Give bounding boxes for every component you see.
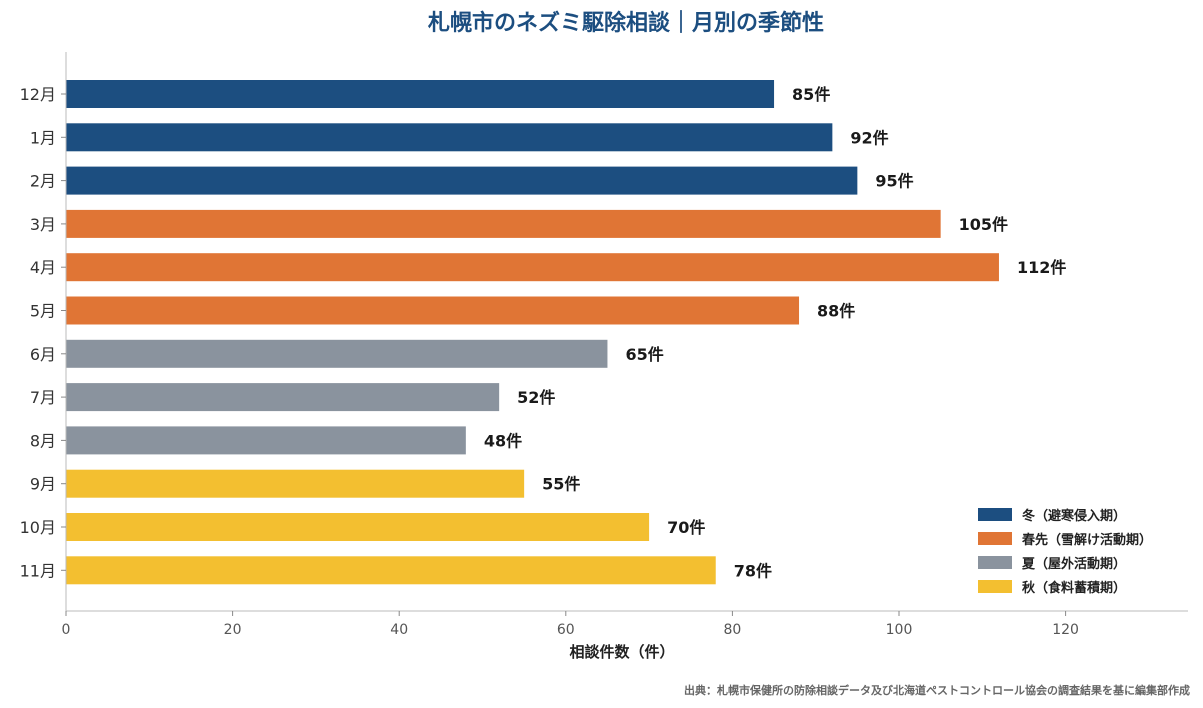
data-label-5: 112件 xyxy=(1017,258,1066,277)
data-label-7: 65件 xyxy=(625,345,663,364)
x-tick-label-0: 0 xyxy=(62,622,71,638)
y-tick-label-12: 11月 xyxy=(20,561,56,580)
data-label-1: 85件 xyxy=(792,85,830,104)
x-tick-label-6: 120 xyxy=(1052,622,1079,638)
bar-6 xyxy=(66,296,800,325)
y-tick-label-2: 1月 xyxy=(30,128,56,147)
bar-9 xyxy=(66,426,466,455)
data-label-6: 88件 xyxy=(817,302,855,321)
y-tick-label-10: 9月 xyxy=(30,475,56,494)
bar-2 xyxy=(66,123,833,152)
legend-swatch-3 xyxy=(978,556,1012,569)
bar-4 xyxy=(66,209,941,238)
y-tick-label-9: 8月 xyxy=(30,431,56,450)
bar-8 xyxy=(66,383,500,412)
data-label-8: 52件 xyxy=(517,388,555,407)
bar-10 xyxy=(66,469,525,498)
legend-label-2: 春先（雪解け活動期） xyxy=(1021,532,1152,548)
data-label-2: 92件 xyxy=(850,128,888,147)
x-tick-label-2: 40 xyxy=(390,622,408,638)
data-label-3: 95件 xyxy=(875,172,913,191)
ticks-layer: 12月 1月 2月 3月 4月 5月 6月 7月 8月 9月 10月 11月 0 20 40 60 80 100 1… xyxy=(20,85,1079,638)
y-tick-label-7: 6月 xyxy=(30,345,56,364)
bar-11 xyxy=(66,513,650,541)
x-axis-label: 相談件数（件） xyxy=(569,643,674,661)
bar-1 xyxy=(66,80,775,108)
legend-swatch-1 xyxy=(978,508,1012,521)
data-label-9: 48件 xyxy=(484,431,522,450)
legend-swatch-2 xyxy=(978,532,1012,545)
y-tick-label-8: 7月 xyxy=(30,388,56,407)
x-tick-label-1: 20 xyxy=(224,622,242,638)
chart-title: 札幌市のネズミ駆除相談｜月別の季節性 xyxy=(427,10,824,36)
bar-3 xyxy=(66,166,858,195)
y-tick-label-6: 5月 xyxy=(30,302,56,321)
data-label-11: 70件 xyxy=(667,518,705,537)
legend-label-1: 冬（避寒侵入期） xyxy=(1022,508,1126,524)
legend: 冬（避寒侵入期） 春先（雪解け活動期） 夏（屋外活動期） 秋（食料蓄積期） xyxy=(978,508,1152,596)
x-tick-label-3: 60 xyxy=(557,622,575,638)
y-tick-label-5: 4月 xyxy=(30,258,56,277)
y-tick-label-11: 10月 xyxy=(20,518,56,537)
bar-12 xyxy=(66,556,716,585)
bars-layer: 85件 92件 95件 105件 112件 88件 65件 52件 48件 55件 70件 78件 xyxy=(66,80,1066,585)
legend-label-3: 夏（屋外活動期） xyxy=(1021,556,1126,572)
legend-swatch-4 xyxy=(978,580,1012,593)
source-note: 出典：札幌市保健所の防除相談データ及び北海道ペストコントロール協会の調査結果を基… xyxy=(684,683,1190,697)
y-tick-label-4: 3月 xyxy=(30,215,56,234)
bar-7 xyxy=(66,339,608,368)
data-label-12: 78件 xyxy=(734,561,772,580)
y-tick-label-3: 2月 xyxy=(30,172,56,191)
x-tick-label-4: 80 xyxy=(723,622,741,638)
data-label-4: 105件 xyxy=(959,215,1008,234)
legend-label-4: 秋（食料蓄積期） xyxy=(1022,580,1126,596)
y-tick-label-1: 12月 xyxy=(20,85,56,104)
bar-5 xyxy=(66,253,999,282)
x-tick-label-5: 100 xyxy=(886,622,913,638)
data-label-10: 55件 xyxy=(542,475,580,494)
